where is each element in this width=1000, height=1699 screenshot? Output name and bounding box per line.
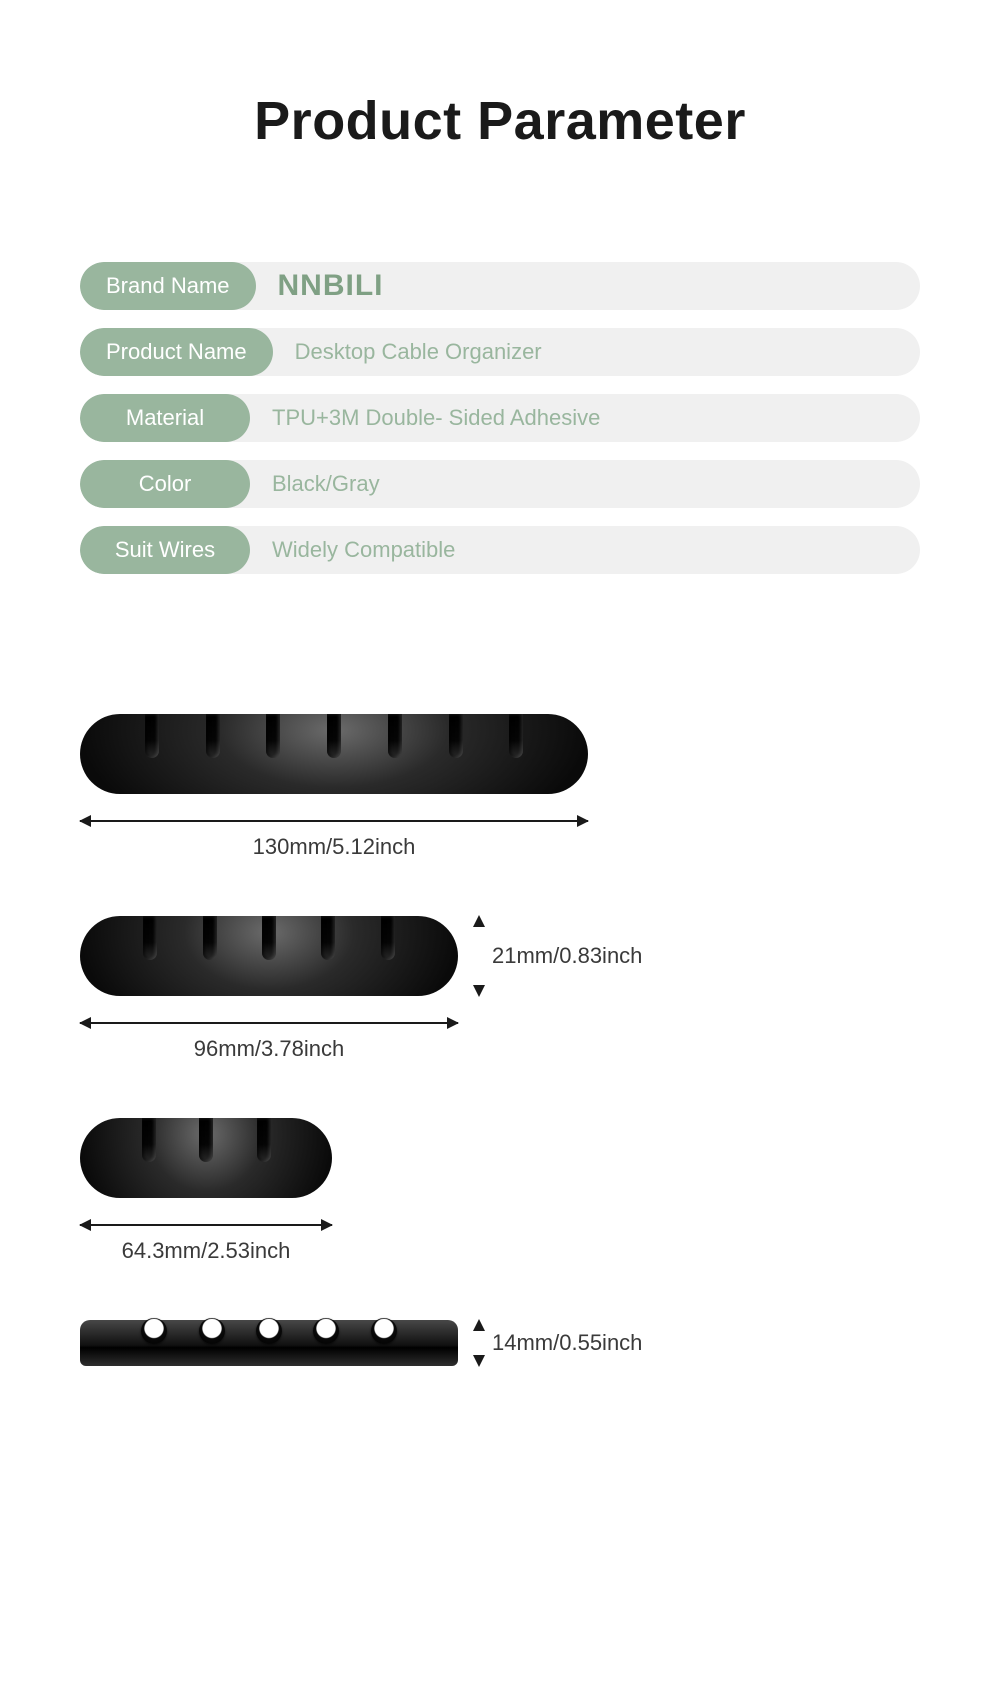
dimension-label: 21mm/0.83inch <box>492 943 642 969</box>
dimension-height: 14mm/0.55inch <box>464 1320 624 1366</box>
organizer-3slot <box>80 1118 332 1198</box>
dimension-label: 14mm/0.55inch <box>492 1330 642 1356</box>
spec-label: Suit Wires <box>80 526 250 574</box>
dimension-label: 96mm/3.78inch <box>80 1036 458 1062</box>
spec-row-product-name: Product Name Desktop Cable Organizer <box>80 328 920 376</box>
spec-label: Product Name <box>80 328 273 376</box>
dimension-height: 21mm/0.83inch <box>464 916 624 996</box>
organizer-side-view <box>80 1320 458 1366</box>
page-title: Product Parameter <box>0 0 1000 152</box>
diagrams-section: 130mm/5.12inch 21mm/0.83inch 96mm/3.78in… <box>80 714 920 1366</box>
spec-row-material: Material TPU+3M Double- Sided Adhesive <box>80 394 920 442</box>
diagram-row-5slot: 21mm/0.83inch 96mm/3.78inch <box>80 916 920 1058</box>
dimension-width: 130mm/5.12inch <box>80 812 588 856</box>
spec-row-suit-wires: Suit Wires Widely Compatible <box>80 526 920 574</box>
spec-table: Brand Name NNBILI Product Name Desktop C… <box>80 262 920 574</box>
diagram-row-3slot: 64.3mm/2.53inch <box>80 1118 920 1260</box>
spec-value: TPU+3M Double- Sided Adhesive <box>250 405 600 431</box>
organizer-7slot <box>80 714 588 794</box>
spec-label: Color <box>80 460 250 508</box>
organizer-5slot <box>80 916 458 996</box>
spec-value: Desktop Cable Organizer <box>273 339 542 365</box>
spec-value: Black/Gray <box>250 471 380 497</box>
dimension-width: 64.3mm/2.53inch <box>80 1216 332 1260</box>
diagram-row-7slot: 130mm/5.12inch <box>80 714 920 856</box>
dimension-label: 64.3mm/2.53inch <box>80 1238 332 1264</box>
diagram-row-side: 14mm/0.55inch <box>80 1320 920 1366</box>
spec-label: Brand Name <box>80 262 256 310</box>
dimension-label: 130mm/5.12inch <box>80 834 588 860</box>
spec-row-color: Color Black/Gray <box>80 460 920 508</box>
spec-label: Material <box>80 394 250 442</box>
spec-value: NNBILI <box>256 269 384 303</box>
dimension-width: 96mm/3.78inch <box>80 1014 458 1058</box>
spec-row-brand-name: Brand Name NNBILI <box>80 262 920 310</box>
spec-value: Widely Compatible <box>250 537 455 563</box>
